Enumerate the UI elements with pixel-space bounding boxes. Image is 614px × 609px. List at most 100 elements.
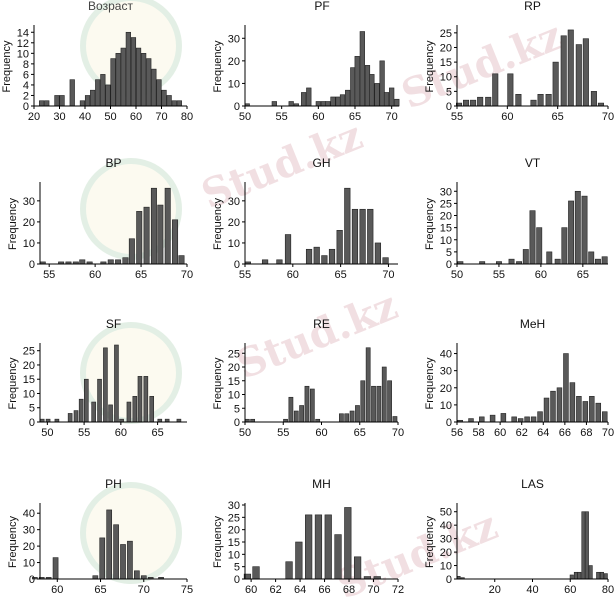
y-tick-label: 10 [440, 72, 452, 84]
y-tick-label: 5 [29, 403, 35, 415]
histogram-bar [500, 413, 507, 423]
histogram-bar [485, 96, 492, 107]
histogram-bar [524, 416, 530, 423]
histogram-bar [554, 258, 561, 265]
x-tick-label: 62 [269, 584, 281, 596]
histogram-bar [84, 378, 89, 423]
y-axis-label: Frequency [424, 198, 436, 250]
y-tick-label: 30 [228, 33, 240, 45]
histogram-bar [31, 577, 38, 580]
histogram-bar [477, 96, 484, 107]
histogram-bar [392, 416, 398, 423]
histogram-bar [172, 219, 179, 265]
x-tick-label: 20 [28, 111, 40, 123]
x-tick-label: 80 [602, 584, 614, 596]
histogram-bar [99, 537, 106, 580]
histogram-bar [371, 385, 376, 423]
y-axis-label: Frequency [7, 357, 19, 409]
y-tick-label: 30 [228, 196, 240, 208]
histogram-bar [367, 208, 374, 265]
histogram-bar [596, 571, 601, 580]
histogram-bar [365, 347, 371, 423]
histogram-bar [479, 416, 485, 423]
x-tick-label: 50 [104, 111, 116, 123]
histogram-bar [344, 413, 350, 423]
chart-title: RP [524, 0, 541, 13]
histogram-bar [584, 511, 589, 580]
histogram-bar [128, 238, 135, 265]
y-tick-label: 40 [440, 520, 452, 532]
y-tick-label: 5 [234, 403, 240, 415]
x-tick-label: 50 [239, 427, 251, 439]
x-tick-label: 65 [349, 111, 361, 123]
histogram-bar [330, 96, 336, 107]
x-tick-label: 70 [386, 111, 398, 123]
x-tick-label: 72 [392, 584, 404, 596]
histogram-bar [309, 388, 315, 423]
histogram-bar [107, 259, 114, 265]
histogram-bar [146, 58, 152, 107]
histogram-bar [137, 376, 143, 423]
y-tick-label: 10 [17, 48, 29, 60]
histogram-bar [127, 540, 133, 580]
histogram-bar [595, 402, 602, 423]
histogram-bar [507, 73, 514, 107]
histogram-bar [599, 571, 604, 580]
y-tick-label: 10 [440, 561, 452, 573]
y-tick-label: 20 [228, 525, 240, 537]
histogram-bar [545, 94, 552, 107]
x-tick-label: 65 [94, 584, 106, 596]
y-tick-label: 10 [23, 238, 35, 250]
histogram-bar [178, 255, 185, 265]
histogram-bar [355, 405, 360, 423]
histogram-bar [52, 557, 59, 580]
histogram-bar [581, 195, 588, 265]
histogram-bar [567, 29, 574, 107]
histogram-bar [171, 100, 177, 107]
histogram-bar [166, 95, 172, 107]
y-axis-label: Frequency [1, 40, 13, 92]
chart-title: Возраст [88, 0, 133, 13]
histogram-bar [381, 366, 387, 423]
x-tick-label: 65 [135, 269, 147, 281]
y-tick-label: 20 [440, 211, 452, 223]
y-tick-label: 30 [228, 500, 240, 512]
x-tick-label: 75 [181, 584, 193, 596]
histogram-bar [321, 255, 328, 265]
chart-title: RE [313, 317, 330, 331]
histogram-bar [161, 89, 167, 107]
histogram-bar [552, 61, 559, 107]
histogram-bar [141, 53, 147, 107]
x-tick-label: 60 [115, 427, 127, 439]
histogram-bar [115, 259, 122, 265]
y-tick-label: 30 [440, 534, 452, 546]
y-tick-label: 0 [29, 259, 35, 271]
x-tick-label: 50 [239, 111, 251, 123]
x-tick-label: 60 [89, 269, 101, 281]
histogram-bar [588, 251, 595, 265]
x-tick-label: 64 [537, 427, 549, 439]
x-tick-label: 70 [392, 427, 404, 439]
histogram-bar [470, 99, 477, 107]
histogram-bar [288, 101, 294, 107]
x-tick-label: 60 [51, 584, 63, 596]
histogram-bar [149, 396, 155, 423]
x-tick-label: 68 [343, 584, 355, 596]
histogram-bar [537, 94, 544, 107]
x-tick-label: 60 [535, 269, 547, 281]
y-axis-label: Frequency [424, 516, 436, 568]
histogram-bar [344, 187, 351, 265]
histogram-bar [530, 99, 537, 107]
y-axis-label: Frequency [424, 357, 436, 409]
y-axis-label: Frequency [7, 516, 19, 568]
y-tick-label: 10 [440, 400, 452, 412]
histogram-bar [383, 92, 390, 107]
x-tick-label: 55 [493, 269, 505, 281]
chart-title: SF [106, 317, 121, 331]
y-tick-label: 25 [440, 198, 452, 210]
chart-title: MeH [520, 317, 545, 331]
histogram-bar [515, 94, 522, 107]
chart-title: PF [314, 0, 329, 13]
histogram-bar [325, 101, 331, 107]
